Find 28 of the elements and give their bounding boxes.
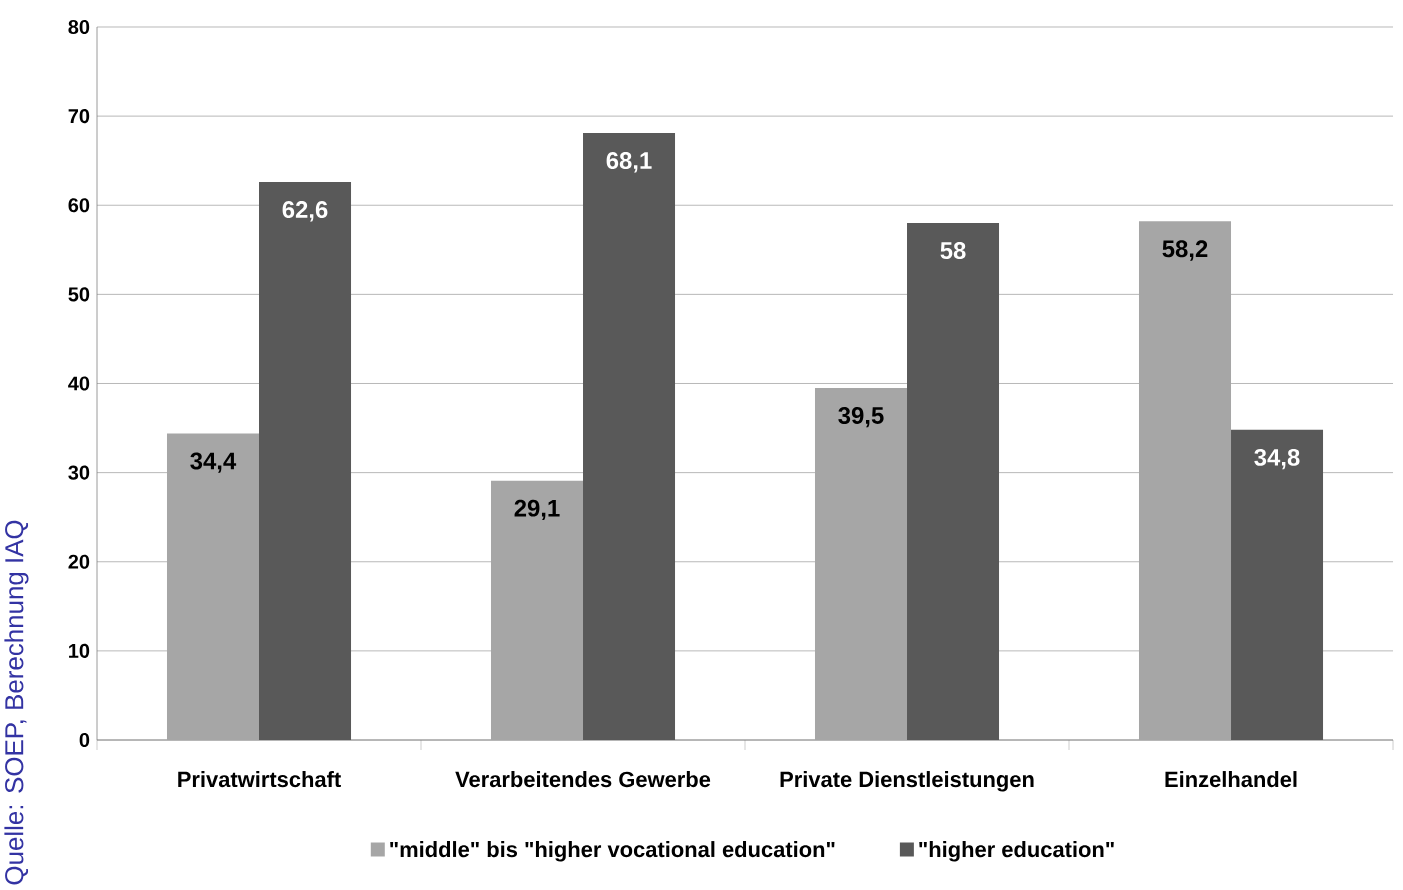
data-label: 34,4 — [190, 452, 237, 473]
y-tick-label: 10 — [69, 643, 90, 658]
y-tick-label: 60 — [68, 198, 90, 213]
bar — [259, 182, 352, 740]
bar — [583, 133, 676, 740]
y-tick-label: 30 — [68, 465, 90, 480]
source-note: Quelle: SOEP, Berechnung IAQ — [4, 520, 29, 885]
data-label: 62,6 — [282, 201, 328, 222]
x-tick-label: Private Dienstleistungen — [780, 771, 1034, 792]
legend-label: "higher education" — [919, 841, 1114, 862]
y-tick-label: 40 — [68, 376, 90, 391]
data-label: 58,2 — [1162, 240, 1208, 261]
y-tick-label: 50 — [68, 287, 90, 302]
legend-label: "middle" bis "higher vocational education" — [390, 841, 835, 862]
bar — [1231, 429, 1324, 740]
data-label: 39,5 — [838, 407, 884, 428]
y-tick-label: 20 — [68, 554, 90, 569]
x-tick-label: Privatwirtschaft — [178, 771, 341, 788]
y-tick-label: 80 — [68, 19, 90, 35]
x-tick-label: Verarbeitendes Gewerbe — [455, 771, 711, 788]
data-label: 29,1 — [514, 499, 560, 521]
bar — [907, 223, 1000, 740]
y-tick-label: 70 — [68, 109, 90, 124]
x-tick-label: Einzelhandel — [1165, 771, 1297, 788]
y-tick-label: 0 — [79, 732, 90, 748]
data-label: 58 — [940, 242, 966, 260]
data-label: 68,1 — [606, 152, 652, 173]
data-label: 34,8 — [1254, 448, 1300, 470]
